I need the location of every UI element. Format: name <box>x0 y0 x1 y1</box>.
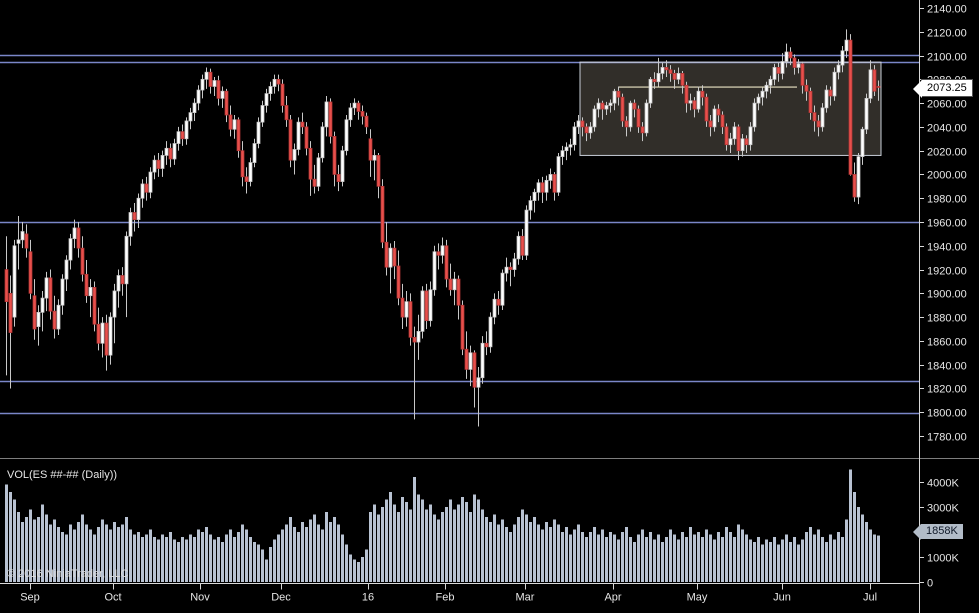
svg-text:1000K: 1000K <box>927 553 959 565</box>
svg-text:1800.00: 1800.00 <box>927 408 967 420</box>
time-axis[interactable]: Sep Oct Nov Dec 16 Feb Mar Apr May Jun Jul <box>20 583 877 604</box>
svg-text:2100.00: 2100.00 <box>927 52 967 64</box>
svg-text:0: 0 <box>927 578 933 590</box>
svg-text:Feb: Feb <box>436 592 455 604</box>
last-volume-value: 1858K <box>926 525 958 537</box>
svg-text:Sep: Sep <box>20 592 40 604</box>
svg-text:1860.00: 1860.00 <box>927 337 967 349</box>
svg-text:2020.00: 2020.00 <box>927 147 967 159</box>
svg-text:Oct: Oct <box>104 592 121 604</box>
svg-text:1920.00: 1920.00 <box>927 266 967 278</box>
svg-text:1780.00: 1780.00 <box>927 432 967 444</box>
last-price-marker: 2073.25 <box>913 79 973 98</box>
svg-text:3000K: 3000K <box>927 503 959 515</box>
svg-text:1980.00: 1980.00 <box>927 194 967 206</box>
price-axis[interactable]: 2140.002120.002100.002080.002060.002040.… <box>919 4 967 444</box>
svg-text:4000K: 4000K <box>927 478 959 490</box>
svg-text:1820.00: 1820.00 <box>927 384 967 396</box>
svg-text:1940.00: 1940.00 <box>927 242 967 254</box>
svg-text:Apr: Apr <box>604 592 621 604</box>
svg-text:Mar: Mar <box>516 592 535 604</box>
svg-text:Nov: Nov <box>190 592 210 604</box>
svg-text:2120.00: 2120.00 <box>927 28 967 40</box>
svg-text:1900.00: 1900.00 <box>927 289 967 301</box>
svg-text:Dec: Dec <box>271 592 291 604</box>
last-volume-marker: 1858K <box>913 524 963 540</box>
svg-text:2140.00: 2140.00 <box>927 4 967 16</box>
svg-text:2040.00: 2040.00 <box>927 123 967 135</box>
last-price-value: 2073.25 <box>927 82 967 94</box>
candlestick-series <box>4 29 881 427</box>
svg-text:Jul: Jul <box>863 592 877 604</box>
volume-indicator-label: VOL(ES ##-## (Daily)) <box>7 469 118 481</box>
svg-text:1880.00: 1880.00 <box>927 313 967 325</box>
copyright-text: © 2016 NinjaTrader, LLC <box>7 568 129 580</box>
svg-text:Jun: Jun <box>773 592 791 604</box>
svg-text:1840.00: 1840.00 <box>927 361 967 373</box>
volume-histogram <box>5 469 880 582</box>
svg-text:2060.00: 2060.00 <box>927 99 967 111</box>
svg-text:2000.00: 2000.00 <box>927 170 967 182</box>
svg-text:1960.00: 1960.00 <box>927 218 967 230</box>
svg-text:May: May <box>687 592 708 604</box>
svg-text:16: 16 <box>362 592 374 604</box>
